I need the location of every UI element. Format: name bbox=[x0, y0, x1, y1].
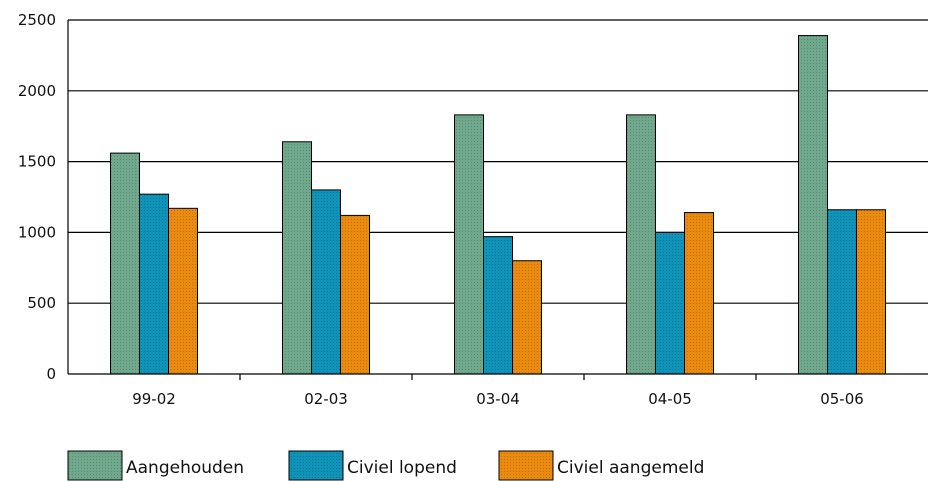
bar bbox=[139, 193, 169, 375]
bar-texture bbox=[684, 212, 714, 374]
y-tick-label: 2000 bbox=[18, 82, 56, 100]
y-tick-label: 1000 bbox=[18, 223, 56, 241]
bar-texture bbox=[483, 236, 513, 374]
y-tick-label: 500 bbox=[27, 294, 56, 312]
legend-swatch-texture bbox=[499, 451, 553, 480]
bar-texture bbox=[798, 35, 828, 375]
bar-texture bbox=[856, 209, 886, 374]
legend-swatch-texture bbox=[289, 451, 343, 480]
x-axis: 99-02 02-03 03-04 04-05 05-06 bbox=[68, 373, 928, 408]
x-tick-label: 99-02 bbox=[132, 390, 176, 408]
bar bbox=[856, 209, 886, 375]
bar-texture bbox=[626, 114, 656, 374]
x-tick-label: 02-03 bbox=[304, 390, 348, 408]
legend-item: Civiel lopend bbox=[288, 450, 457, 481]
x-tick-label: 05-06 bbox=[820, 390, 864, 408]
bar-texture bbox=[311, 189, 341, 374]
bar bbox=[827, 209, 857, 375]
bar-texture bbox=[454, 114, 484, 374]
bar bbox=[168, 207, 198, 375]
bar bbox=[684, 212, 714, 375]
y-tick-label: 1500 bbox=[18, 153, 56, 171]
bar-texture bbox=[512, 260, 542, 374]
y-tick-label: 0 bbox=[46, 365, 56, 383]
bar-texture bbox=[110, 153, 140, 374]
bar bbox=[798, 35, 828, 375]
bar bbox=[311, 189, 341, 375]
bar bbox=[110, 152, 140, 375]
bar-texture bbox=[827, 209, 857, 374]
x-tick-label: 03-04 bbox=[476, 390, 520, 408]
legend-item: Aangehouden bbox=[67, 450, 244, 481]
bar bbox=[340, 214, 370, 375]
x-tick-label: 04-05 bbox=[648, 390, 692, 408]
bar-texture bbox=[655, 232, 685, 374]
bar-texture bbox=[340, 215, 370, 374]
legend-label: Civiel lopend bbox=[347, 458, 457, 478]
bar bbox=[282, 141, 312, 375]
bar bbox=[655, 231, 685, 375]
legend: Aangehouden Civiel lopend Civiel aangemeld bbox=[67, 450, 704, 481]
legend-label: Civiel aangemeld bbox=[557, 458, 704, 478]
bar bbox=[454, 114, 484, 375]
bar bbox=[626, 114, 656, 375]
bar bbox=[483, 236, 513, 375]
legend-label: Aangehouden bbox=[126, 458, 244, 478]
gridlines bbox=[68, 19, 928, 304]
bar-texture bbox=[282, 141, 312, 374]
y-tick-label: 2500 bbox=[18, 11, 56, 29]
legend-item: Civiel aangemeld bbox=[498, 450, 704, 481]
bar bbox=[512, 260, 542, 375]
bars bbox=[110, 35, 886, 375]
bar-texture bbox=[139, 194, 169, 374]
y-axis: 0 500 1000 1500 2000 2500 bbox=[18, 11, 69, 383]
bar-texture bbox=[168, 208, 198, 374]
legend-swatch-texture bbox=[68, 451, 122, 480]
